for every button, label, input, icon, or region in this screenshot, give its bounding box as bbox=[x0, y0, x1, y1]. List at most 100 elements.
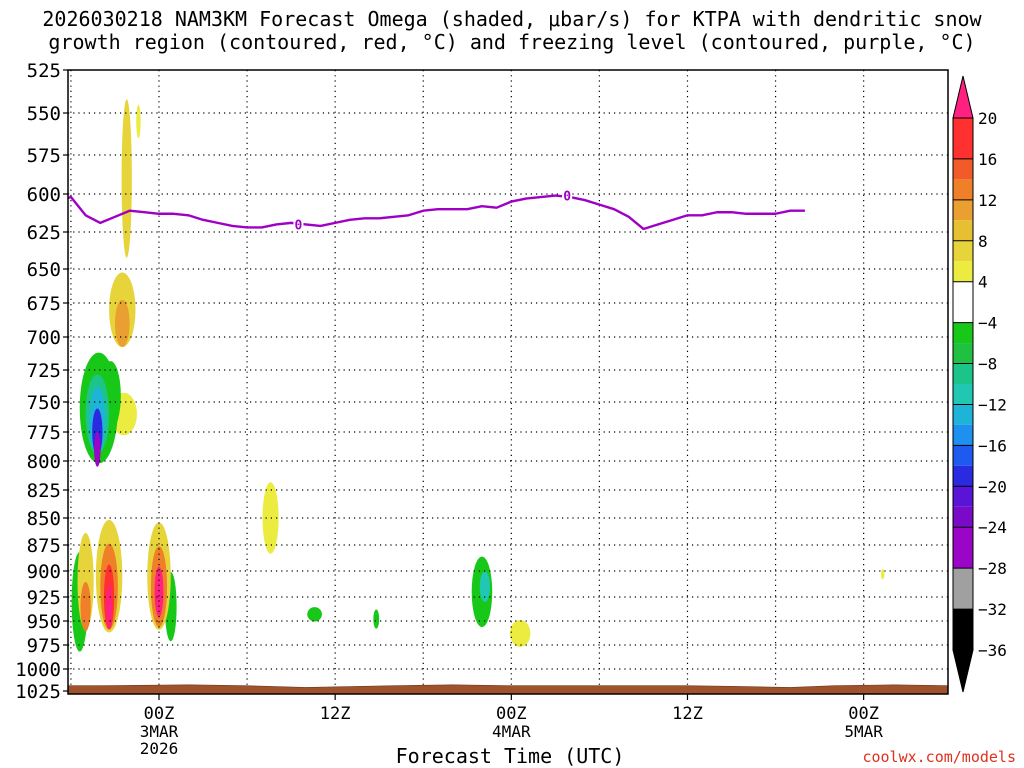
x-tick-label: 12Z bbox=[672, 704, 703, 724]
omega-cell bbox=[509, 620, 531, 647]
contour-label-text: 0 bbox=[295, 218, 303, 233]
y-tick-label: 875 bbox=[27, 535, 61, 557]
contour-label-0: 0 bbox=[562, 188, 573, 205]
colorbar-tick-label: −12 bbox=[978, 395, 1007, 414]
y-tick-label: 550 bbox=[27, 103, 61, 125]
colorbar-tick-label: −4 bbox=[978, 314, 997, 333]
colorbar-bin bbox=[953, 568, 973, 610]
colorbar-bin bbox=[953, 199, 973, 221]
contour-label-text: 0 bbox=[563, 190, 571, 205]
y-tick-label: 775 bbox=[27, 422, 61, 444]
chart-title-line1: 2026030218 NAM3KM Forecast Omega (shaded… bbox=[42, 7, 982, 31]
colorbar-bin bbox=[953, 506, 973, 528]
omega-cell bbox=[262, 482, 279, 554]
y-tick-label: 975 bbox=[27, 635, 61, 657]
y-tick-label: 675 bbox=[27, 293, 61, 315]
colorbar-bin bbox=[953, 404, 973, 425]
omega-cell bbox=[373, 609, 380, 629]
colorbar-tick-label: −36 bbox=[978, 641, 1007, 660]
colorbar-bin bbox=[953, 118, 973, 159]
plot-frame bbox=[67, 69, 949, 695]
omega-cell bbox=[94, 432, 101, 467]
colorbar-bin bbox=[953, 322, 973, 344]
contour-label-bg bbox=[293, 217, 304, 232]
colorbar-bin bbox=[953, 609, 973, 650]
colorbar-bin bbox=[953, 179, 973, 200]
omega-cell bbox=[880, 568, 885, 580]
colorbar-bin bbox=[953, 220, 973, 241]
colorbar: 20 16 12 8 4 −4 −8 −12 −16 −20 −24 −28 −32 −36 bbox=[952, 75, 1007, 693]
colorbar-bin bbox=[953, 384, 973, 405]
grid-lines bbox=[68, 70, 948, 694]
omega-cell bbox=[121, 99, 132, 258]
colorbar-bottom-arrow bbox=[952, 649, 974, 693]
omega-cell bbox=[106, 584, 113, 629]
x-axis-label: Forecast Time (UTC) bbox=[395, 744, 625, 768]
colorbar-tick-label: −32 bbox=[978, 600, 1007, 619]
y-axis: 525 550 575 600 625 650 675 700 725 750 775 800 825 8… bbox=[15, 60, 68, 703]
colorbar-tick-label: 8 bbox=[978, 232, 988, 251]
y-tick-label: 800 bbox=[27, 451, 61, 473]
colorbar-bin bbox=[953, 158, 973, 180]
y-tick-label: 700 bbox=[27, 327, 61, 349]
omega-shading bbox=[71, 99, 885, 652]
colorbar-tick-label: 20 bbox=[978, 109, 997, 128]
x-tick-sublabel: 5MAR bbox=[844, 722, 883, 741]
colorbar-bin bbox=[953, 343, 973, 364]
colorbar-bin bbox=[953, 240, 973, 262]
y-tick-label: 925 bbox=[27, 587, 61, 609]
freezing-level-line bbox=[68, 194, 805, 231]
omega-cell bbox=[154, 566, 164, 617]
y-tick-label: 850 bbox=[27, 508, 61, 530]
colorbar-tick-label: −8 bbox=[978, 355, 997, 374]
y-tick-label: 725 bbox=[27, 360, 61, 382]
y-tick-label: 950 bbox=[27, 611, 61, 633]
colorbar-tick-label: 4 bbox=[978, 273, 988, 292]
omega-cell bbox=[307, 607, 322, 622]
y-tick-label: 600 bbox=[27, 184, 61, 206]
omega-cell bbox=[114, 299, 130, 348]
terrain-layer bbox=[68, 684, 948, 694]
colorbar-tick-label: −28 bbox=[978, 559, 1007, 578]
y-tick-label: 650 bbox=[27, 259, 61, 281]
omega-cell bbox=[136, 104, 141, 139]
contour-label-bg bbox=[562, 188, 573, 203]
y-tick-label: 1025 bbox=[15, 681, 61, 703]
x-tick-sublabel: 4MAR bbox=[492, 722, 531, 741]
colorbar-bin bbox=[953, 445, 973, 466]
colorbar-bin bbox=[953, 363, 973, 384]
colorbar-tick-label: 16 bbox=[978, 150, 997, 169]
y-tick-label: 625 bbox=[27, 222, 61, 244]
x-tick-label: 00Z bbox=[496, 704, 527, 724]
colorbar-top-arrow bbox=[952, 75, 974, 119]
contour-label-0: 0 bbox=[293, 217, 304, 233]
y-tick-label: 825 bbox=[27, 480, 61, 502]
colorbar-bin bbox=[953, 486, 973, 507]
colorbar-bin bbox=[953, 527, 973, 569]
site-credit: coolwx.com/models bbox=[862, 748, 1016, 766]
y-tick-label: 575 bbox=[27, 145, 61, 167]
colorbar-tick-label: 12 bbox=[978, 191, 997, 210]
colorbar-bin bbox=[953, 281, 973, 323]
x-tick-sublabel: 3MAR bbox=[140, 722, 179, 741]
omega-cell bbox=[479, 571, 491, 602]
y-tick-label: 750 bbox=[27, 392, 61, 414]
colorbar-bin bbox=[953, 261, 973, 282]
colorbar-tick-label: −16 bbox=[978, 436, 1007, 455]
chart-title-line2: growth region (contoured, red, °C) and f… bbox=[48, 30, 976, 54]
colorbar-bin bbox=[953, 465, 973, 487]
freezing-level-contour: 000 bbox=[68, 188, 805, 233]
y-tick-label: 1000 bbox=[15, 659, 61, 681]
y-tick-label: 900 bbox=[27, 561, 61, 583]
colorbar-tick-label: −24 bbox=[978, 518, 1007, 537]
x-tick-label: 00Z bbox=[848, 704, 879, 724]
colorbar-bin bbox=[953, 424, 973, 446]
colorbar-tick-label: −20 bbox=[978, 477, 1007, 496]
y-tick-label: 525 bbox=[27, 60, 61, 82]
terrain-fill bbox=[68, 684, 948, 694]
x-tick-label: 00Z bbox=[144, 704, 175, 724]
x-tick-sublabel: 2026 bbox=[140, 739, 179, 758]
omega-cell bbox=[80, 582, 91, 632]
